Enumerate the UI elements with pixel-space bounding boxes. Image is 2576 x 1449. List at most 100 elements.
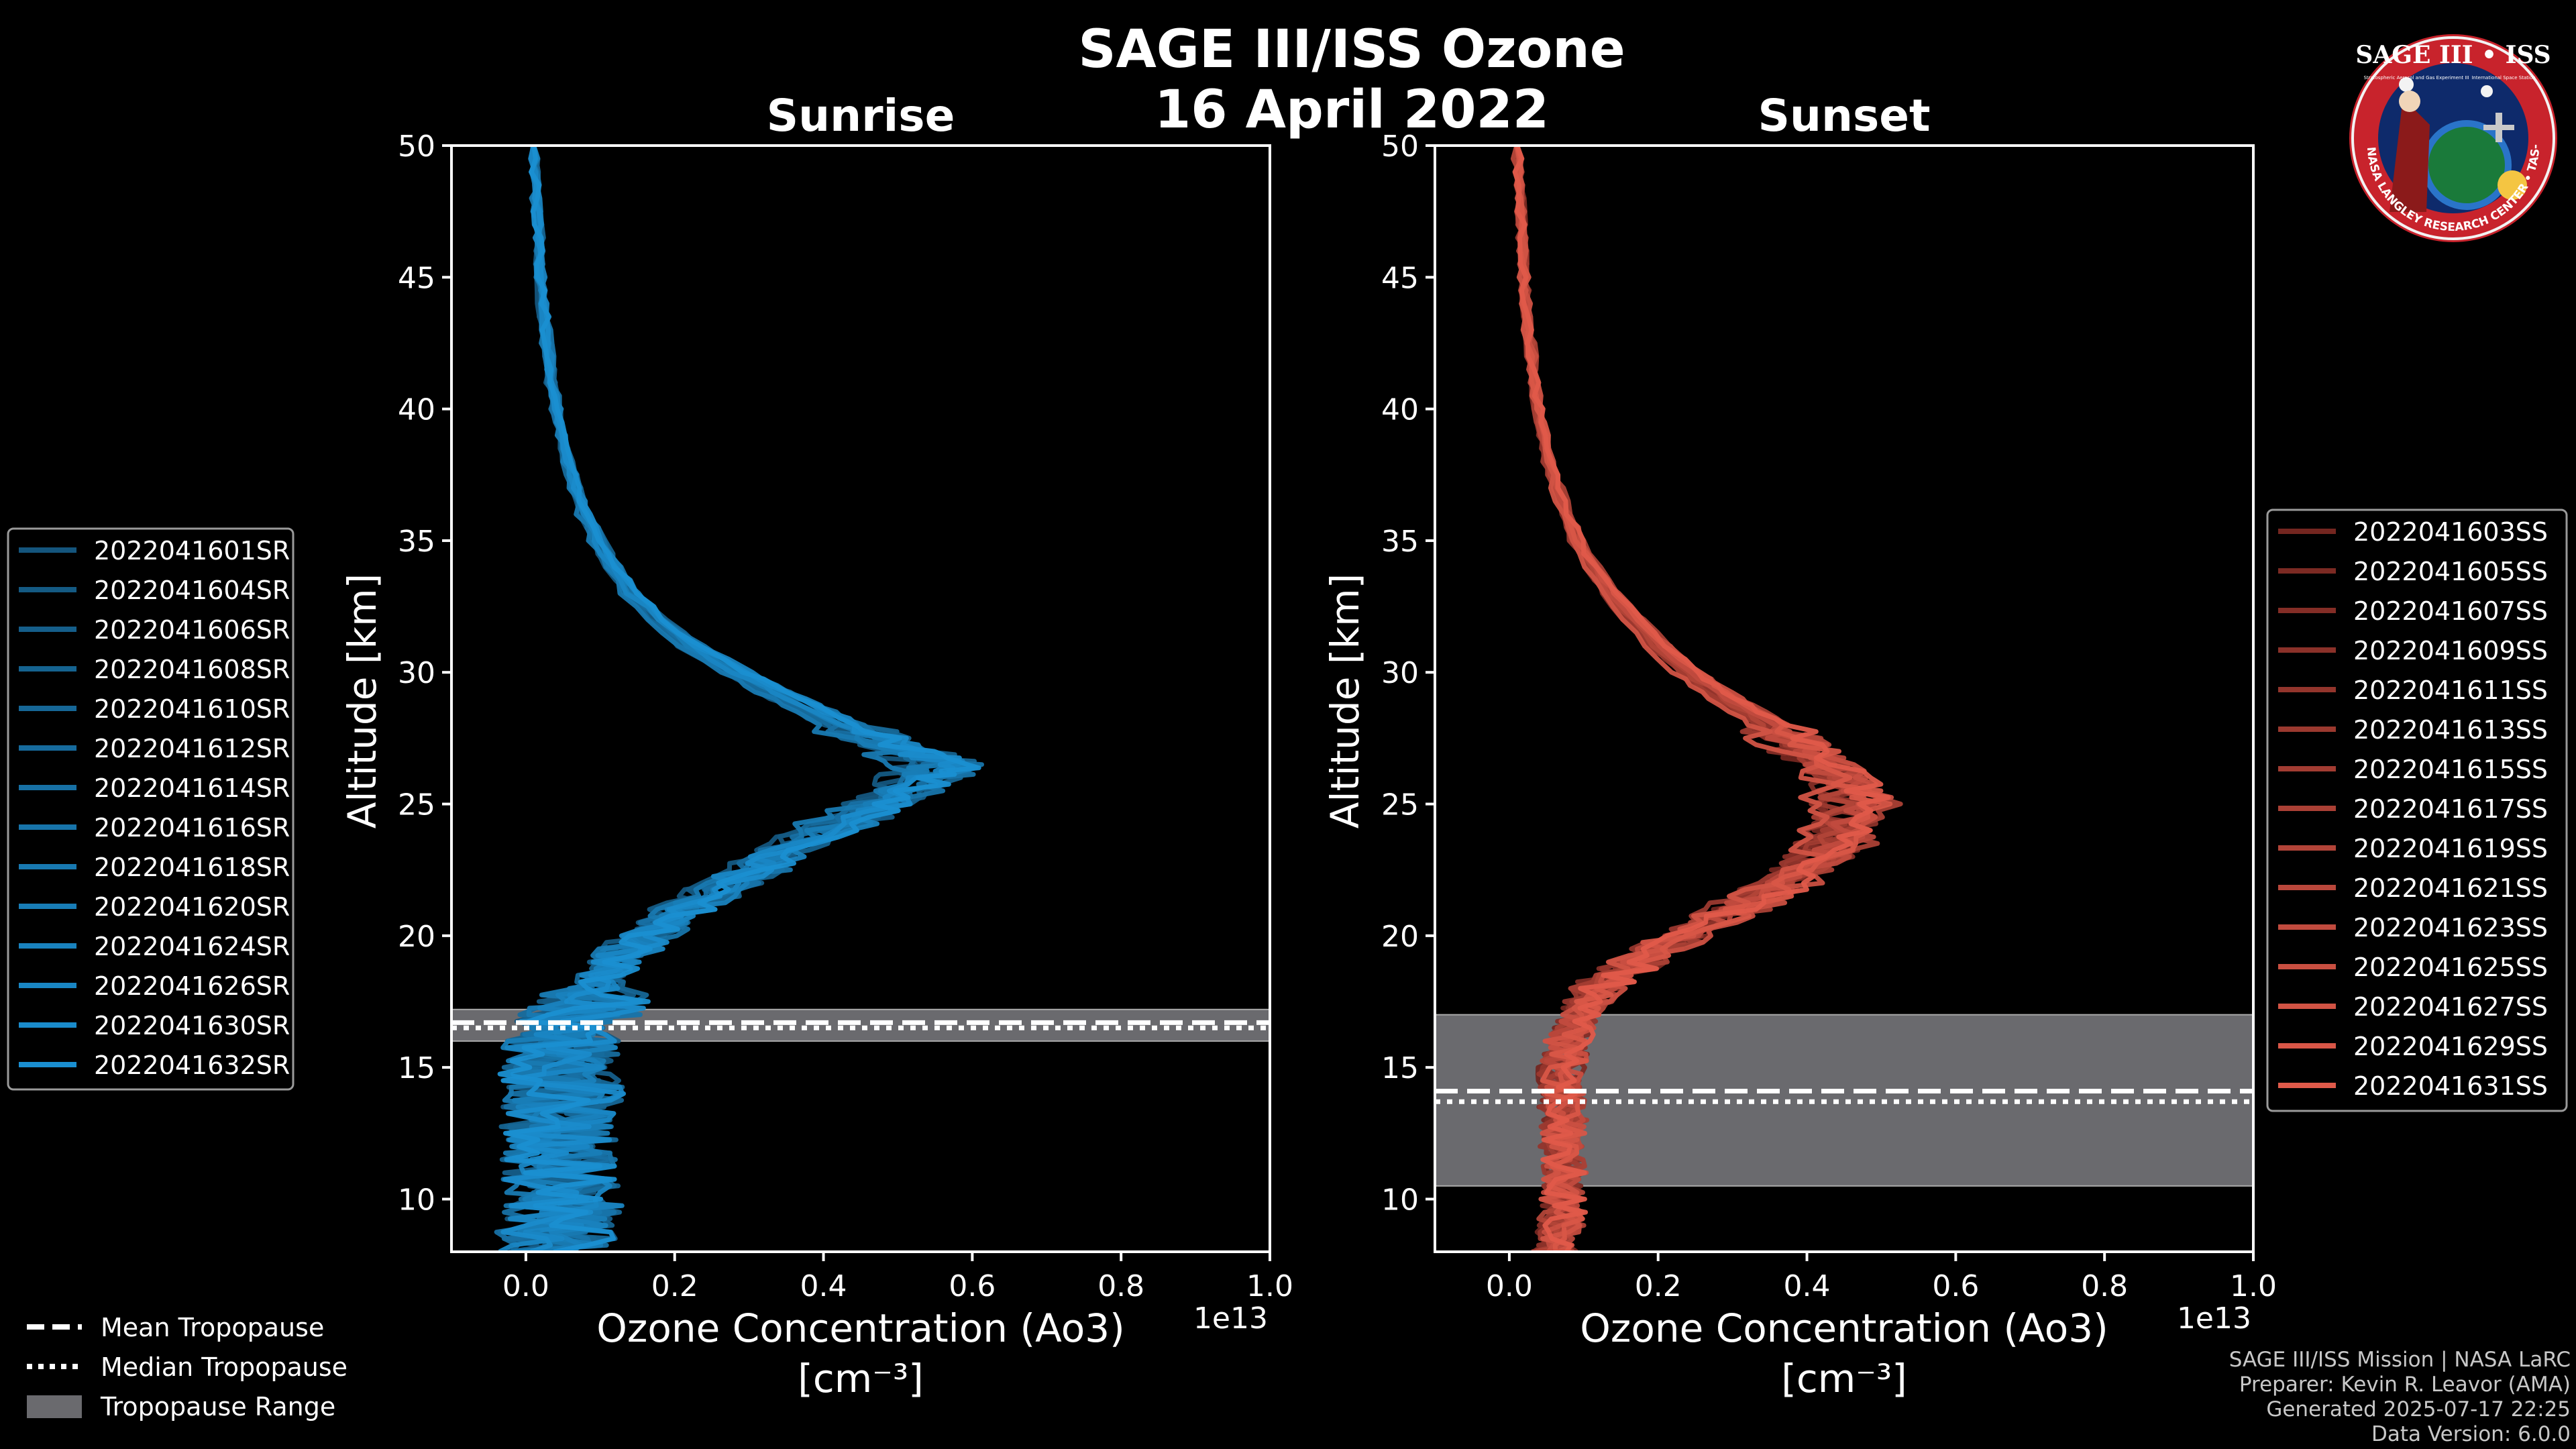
sunset-legend: 2022041603SS 2022041605SS 2022041607SS 2022… — [2266, 508, 2568, 1112]
x-tick-label: 0.4 — [800, 1269, 847, 1303]
legend-entry-2022041621SS: 2022041621SS — [2353, 873, 2548, 903]
earth-icon — [2425, 123, 2508, 207]
legend-entry-2022041611SS: 2022041611SS — [2353, 676, 2548, 705]
y-tick-label: 35 — [1381, 525, 1419, 559]
legend-entry-2022041615SS: 2022041615SS — [2353, 755, 2548, 784]
legend-entry-2022041606SR: 2022041606SR — [94, 615, 290, 645]
legend-entry-2022041623SS: 2022041623SS — [2353, 913, 2548, 943]
legend-entry-2022041627SS: 2022041627SS — [2353, 992, 2548, 1022]
x-tick-label: 0.4 — [1784, 1269, 1831, 1303]
legend-entry-2022041613SS: 2022041613SS — [2353, 715, 2548, 745]
figure-title: SAGE III/ISS Ozone — [1078, 19, 1625, 80]
badge-title: SAGE III • ISS — [2355, 41, 2551, 69]
y-tick-label: 50 — [1381, 129, 1419, 164]
axes-frame — [450, 144, 1271, 1253]
sunset-x-offset-text: 1e13 — [2177, 1301, 2251, 1336]
sunrise-x-offset-text: 1e13 — [1193, 1301, 1268, 1336]
y-tick-label: 10 — [1381, 1183, 1419, 1217]
legend-entry-2022041632SR: 2022041632SR — [94, 1051, 290, 1080]
credit-generated: Generated 2025-07-17 22:25 — [2266, 1397, 2571, 1421]
y-tick-label: 10 — [398, 1183, 435, 1217]
sunrise-y-axis-label: Altitude [km] — [339, 574, 385, 828]
tropopause-range-label: Tropopause Range — [100, 1392, 335, 1421]
x-tick-label: 0.0 — [502, 1269, 549, 1303]
legend-entry-2022041620SR: 2022041620SR — [94, 892, 290, 922]
x-tick-label: 0.6 — [1932, 1269, 1979, 1303]
x-tick-label: 0.6 — [949, 1269, 996, 1303]
moon-icon — [2399, 77, 2414, 92]
profile-line-2022041631SS — [1512, 146, 1891, 1252]
badge-subtitle-right: International Space Station — [2471, 75, 2535, 80]
legend-entry-2022041601SR: 2022041601SR — [94, 536, 290, 566]
y-tick-label: 15 — [398, 1051, 435, 1085]
sunrise-plot: 0.0 0.2 0.4 0.6 0.8 1.0 10 15 20 25 30 35 40 45 50 — [398, 129, 1293, 1303]
x-tick-label: 0.2 — [651, 1269, 698, 1303]
y-tick-label: 25 — [1381, 788, 1419, 822]
y-tick-label: 20 — [398, 920, 435, 954]
profile-line-2022041632SR — [497, 146, 981, 1252]
badge-subtitle-left: Stratospheric Aerosol and Gas Experiment… — [2363, 75, 2469, 80]
legend-entry-2022041624SR: 2022041624SR — [94, 932, 290, 961]
legend-entry-2022041626SR: 2022041626SR — [94, 971, 290, 1001]
legend-entry-2022041614SR: 2022041614SR — [94, 773, 290, 803]
sunset-plot: 0.0 0.2 0.4 0.6 0.8 1.0 10 15 20 25 30 35 40 45 50 — [1381, 129, 2277, 1303]
sunrise-panel-title: Sunrise — [767, 90, 955, 142]
legend-entry-2022041625SS: 2022041625SS — [2353, 953, 2548, 982]
profile-line-2022041621SS — [1514, 146, 1877, 1252]
sunrise-x-axis-label: Ozone Concentration (Ao3) — [596, 1305, 1125, 1351]
legend-entry-2022041616SR: 2022041616SR — [94, 813, 290, 843]
sunset-x-axis-label: Ozone Concentration (Ao3) — [1580, 1305, 2108, 1351]
y-tick-label: 35 — [398, 525, 435, 559]
x-tick-label: 0.8 — [2081, 1269, 2128, 1303]
tropopause-legend: Mean Tropopause Median Tropopause Tropop… — [27, 1313, 347, 1421]
x-tick-label: 0.8 — [1097, 1269, 1144, 1303]
credits: SAGE III/ISS Mission | NASA LaRC Prepare… — [2229, 1348, 2571, 1446]
legend-entry-2022041617SS: 2022041617SS — [2353, 794, 2548, 824]
sage-iii-iss-badge: SAGE III • ISS Stratospheric Aerosol and… — [2349, 34, 2557, 242]
legend-entry-2022041605SS: 2022041605SS — [2353, 557, 2548, 586]
figure-date: 16 April 2022 — [1155, 80, 1549, 140]
x-tick-label: 1.0 — [1246, 1269, 1293, 1303]
legend-entry-2022041630SR: 2022041630SR — [94, 1011, 290, 1040]
y-tick-label: 45 — [1381, 261, 1419, 295]
tropopause-range-swatch — [27, 1395, 82, 1418]
legend-entry-2022041619SS: 2022041619SS — [2353, 834, 2548, 863]
x-tick-label: 0.0 — [1486, 1269, 1533, 1303]
y-tick-label: 40 — [398, 393, 435, 427]
legend-entry-2022041609SS: 2022041609SS — [2353, 636, 2548, 665]
y-tick-label: 25 — [398, 788, 435, 822]
y-tick-label: 20 — [1381, 920, 1419, 954]
legend-entry-2022041608SR: 2022041608SR — [94, 655, 290, 684]
y-tick-label: 45 — [398, 261, 435, 295]
y-tick-label: 30 — [398, 656, 435, 690]
axes-frame — [1434, 144, 2255, 1253]
legend-entry-2022041610SR: 2022041610SR — [94, 694, 290, 724]
legend-entry-2022041612SR: 2022041612SR — [94, 734, 290, 763]
legend-entry-2022041631SS: 2022041631SS — [2353, 1071, 2548, 1101]
legend-entry-2022041607SS: 2022041607SS — [2353, 596, 2548, 626]
credit-preparer: Preparer: Kevin R. Leavor (AMA) — [2239, 1373, 2571, 1397]
sage-figure-icon — [2390, 98, 2430, 212]
median-tropopause-label: Median Tropopause — [101, 1352, 347, 1382]
sunset-x-axis-units: [cm⁻³] — [1781, 1356, 1907, 1401]
mean-tropopause-label: Mean Tropopause — [101, 1313, 324, 1342]
x-tick-label: 0.2 — [1635, 1269, 1682, 1303]
y-tick-label: 40 — [1381, 393, 1419, 427]
profile-line-2022041630SR — [500, 146, 962, 1252]
y-tick-label: 30 — [1381, 656, 1419, 690]
sun-icon — [2498, 170, 2527, 200]
y-tick-label: 50 — [398, 129, 435, 164]
x-tick-label: 1.0 — [2230, 1269, 2277, 1303]
sunset-y-axis-label: Altitude [km] — [1322, 574, 1368, 828]
y-tick-label: 15 — [1381, 1051, 1419, 1085]
sunrise-legend: 2022041601SR 2022041604SR 2022041606SR 2022… — [7, 527, 294, 1091]
credit-mission: SAGE III/ISS Mission | NASA LaRC — [2229, 1348, 2571, 1372]
legend-entry-2022041603SS: 2022041603SS — [2353, 517, 2548, 547]
sunset-panel-title: Sunset — [1758, 90, 1930, 142]
legend-entry-2022041629SS: 2022041629SS — [2353, 1032, 2548, 1061]
sunrise-x-axis-units: [cm⁻³] — [798, 1356, 924, 1401]
legend-entry-2022041618SR: 2022041618SR — [94, 853, 290, 882]
legend-entry-2022041604SR: 2022041604SR — [94, 576, 290, 605]
credit-data-version: Data Version: 6.0.0 — [2371, 1422, 2571, 1446]
